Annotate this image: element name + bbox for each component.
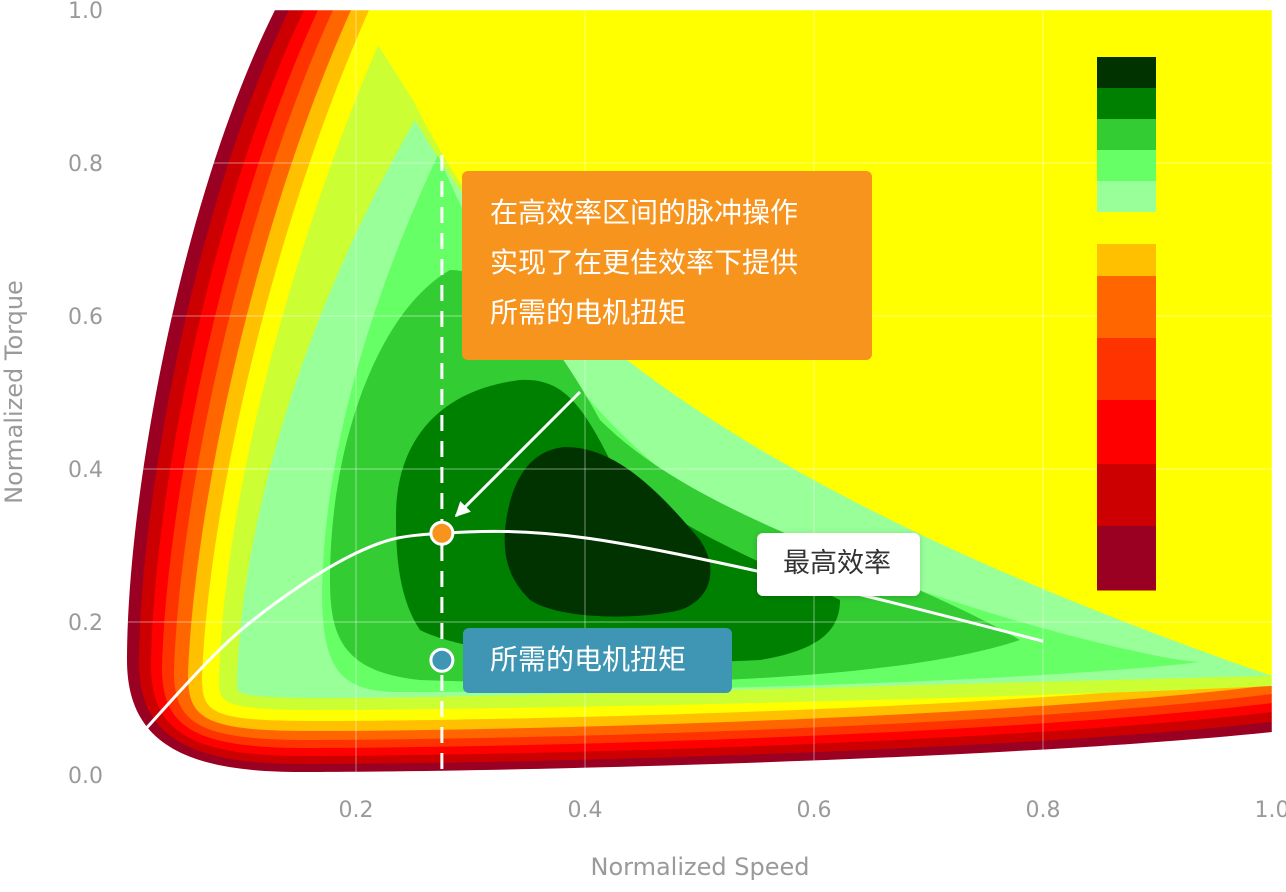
y-tick-label-2: 0.4 [68,458,103,483]
max-efficiency-label: 最高效率 [757,533,920,596]
callout-arrow [454,390,582,518]
max-efficiency-point [429,520,455,546]
y-axis-title: Normalized Torque [0,280,28,504]
colorbar-segment-5 [1097,212,1156,245]
colorbar-segment-9 [1097,400,1156,465]
x-tick-label-4: 1.0 [1255,798,1286,823]
colorbar-segment-0 [1097,57,1156,89]
colorbar-segment-8 [1097,338,1156,401]
colorbar-segment-4 [1097,181,1156,213]
x-tick-label-3: 0.8 [1026,798,1061,823]
x-tick-label-2: 0.6 [797,798,832,823]
x-axis-ticks: 0.2 0.4 0.6 0.8 1.0 [339,798,1286,823]
colorbar-segment-10 [1097,464,1156,527]
contour-band-12 [504,447,711,617]
y-tick-label-3: 0.6 [68,305,103,330]
colorbar-segment-3 [1097,150,1156,182]
x-tick-label-0: 0.2 [339,798,374,823]
required-torque-point [429,647,455,673]
colorbar-segment-6 [1097,244,1156,277]
colorbar [1097,57,1156,591]
colorbar-segment-11 [1097,526,1156,591]
y-tick-label-4: 0.8 [68,152,103,177]
colorbar-segment-2 [1097,119,1156,151]
y-axis-ticks: 0.0 0.2 0.4 0.6 0.8 1.0 [68,0,103,789]
grid-lines [127,9,1273,776]
pulse-operation-line-3: 所需的电机扭矩 [490,296,687,329]
pulse-operation-line-2: 实现了在更佳效率下提供 [490,246,799,279]
y-tick-label-1: 0.2 [68,611,103,636]
pulse-operation-line-1: 在高效率区间的脉冲操作 [490,196,799,229]
pulse-operation-callout: 在高效率区间的脉冲操作 实现了在更佳效率下提供 所需的电机扭矩 [462,171,872,360]
y-tick-label-5: 1.0 [68,0,103,24]
colorbar-segment-1 [1097,88,1156,120]
colorbar-segment-7 [1097,276,1156,339]
y-tick-label-0: 0.0 [68,764,103,789]
required-torque-label: 所需的电机扭矩 [463,628,732,693]
x-axis-title: Normalized Speed [591,853,810,881]
x-tick-label-1: 0.4 [568,798,603,823]
